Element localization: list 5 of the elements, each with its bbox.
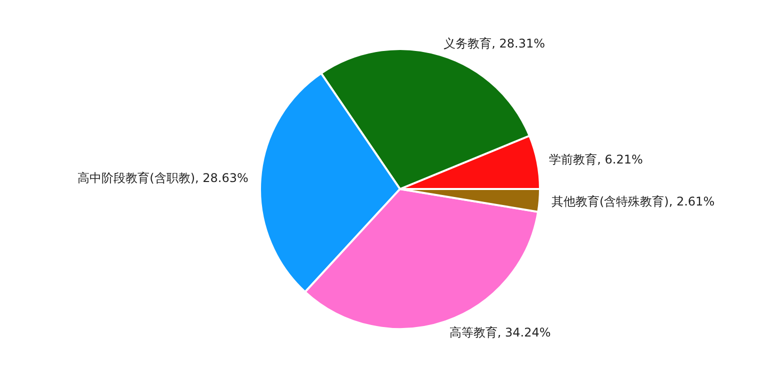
slice-label: 其他教育(含特殊教育), 2.61% xyxy=(551,194,715,208)
slice-label: 高中阶段教育(含职教), 28.63% xyxy=(78,170,248,185)
slice-label: 高等教育, 34.24% xyxy=(449,326,551,340)
slice-label: 义务教育, 28.31% xyxy=(444,36,546,50)
slice-label: 学前教育, 6.21% xyxy=(549,152,643,167)
